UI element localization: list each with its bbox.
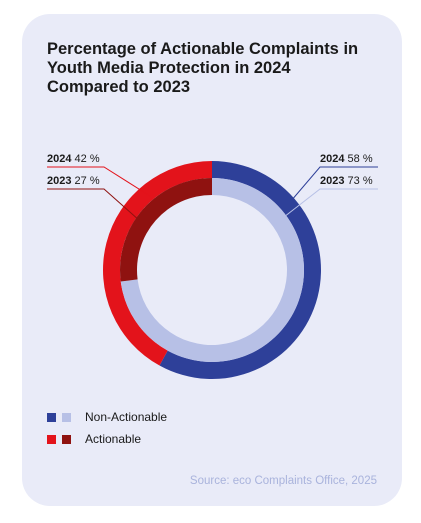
- legend-swatch-2023: [62, 412, 71, 422]
- legend-item-actionable: Actionable: [47, 432, 141, 446]
- label-2023-non-actionable: 2023 73 %: [320, 175, 373, 187]
- leader-2024-non-actionable: [284, 166, 378, 209]
- legend-swatch-2023: [62, 434, 71, 444]
- legend-label: Non-Actionable: [85, 410, 168, 424]
- legend-swatch-2024: [47, 434, 56, 444]
- slice-2023-actionable: [120, 178, 212, 282]
- chart-title: Percentage of Actionable Complaints in Y…: [47, 40, 359, 96]
- legend-swatch-2024: [47, 412, 56, 422]
- chart-card: [22, 14, 402, 506]
- legend-item-non-actionable: Non-Actionable: [47, 410, 167, 424]
- leader-2024-actionable: [47, 166, 151, 197]
- legend-label: Actionable: [85, 432, 142, 446]
- leader-2023-actionable: [47, 188, 141, 222]
- source-note: Source: eco Complaints Office, 2025: [189, 475, 377, 487]
- slice-2024-non-actionable: [159, 161, 322, 380]
- label-2024-actionable: 2024 42 %: [47, 153, 100, 165]
- label-2024-non-actionable: 2024 58 %: [320, 153, 373, 165]
- leader-2023-non-actionable: [274, 188, 378, 225]
- label-2023-actionable: 2023 27 %: [47, 175, 100, 187]
